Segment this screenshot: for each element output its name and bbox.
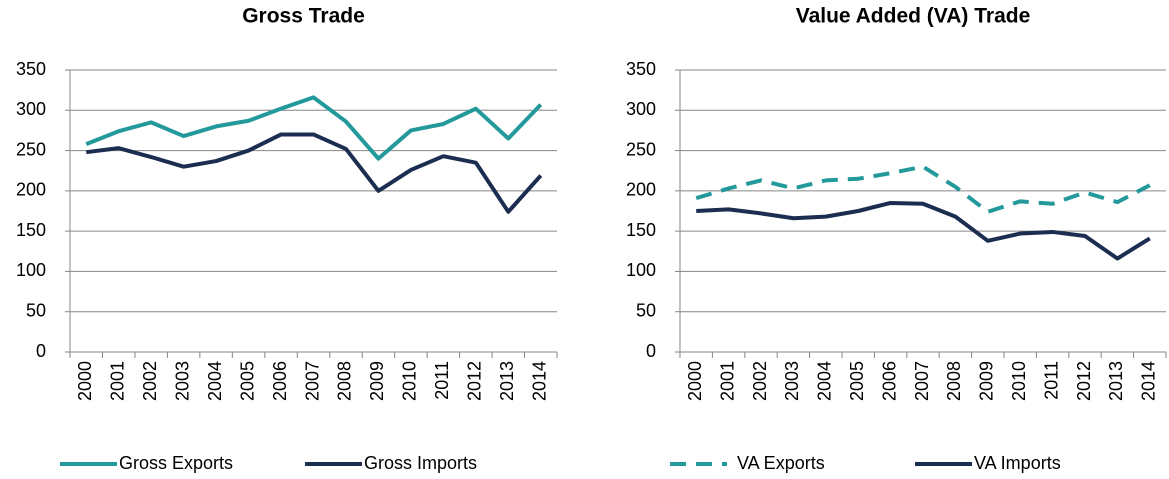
x-tick-label: 2014 — [530, 361, 550, 401]
data-line — [695, 164, 1151, 214]
x-tick-label: 2010 — [1009, 361, 1029, 401]
x-tick-label: 2002 — [750, 361, 770, 401]
x-tick-label: 2005 — [847, 361, 867, 401]
x-tick-label: 2014 — [1139, 361, 1159, 401]
x-tick-label: 2000 — [685, 361, 705, 401]
x-tick-label: 2004 — [815, 361, 835, 401]
x-tick-label: 2009 — [977, 361, 997, 401]
y-tick-label: 250 — [626, 139, 656, 159]
x-tick-label: 2013 — [1106, 361, 1126, 401]
data-line — [696, 200, 1151, 261]
x-tick-label: 2001 — [717, 361, 737, 401]
y-tick-label: 300 — [16, 99, 46, 119]
x-tick-label: 2008 — [335, 361, 355, 401]
x-tick-label: 2006 — [879, 361, 899, 401]
chart-title: Gross Trade — [242, 5, 365, 28]
x-tick-label: 2011 — [1041, 361, 1061, 400]
x-tick-label: 2013 — [497, 361, 517, 401]
y-tick-label: 150 — [16, 220, 46, 240]
x-tick-label: 2003 — [782, 361, 802, 401]
x-tick-label: 2002 — [140, 361, 160, 401]
legend-label: Gross Imports — [364, 453, 477, 473]
y-tick-label: 250 — [16, 139, 46, 159]
y-tick-label: 200 — [16, 180, 46, 200]
legend-label: VA Imports — [974, 453, 1061, 473]
y-tick-label: 200 — [626, 180, 656, 200]
y-tick-label: 100 — [626, 260, 656, 280]
y-tick-label: 50 — [26, 300, 46, 320]
y-tick-label: 300 — [626, 99, 656, 119]
y-tick-label: 0 — [36, 341, 46, 361]
y-tick-label: 50 — [636, 300, 656, 320]
chart-title: Value Added (VA) Trade — [796, 5, 1031, 28]
x-tick-label: 2000 — [75, 361, 95, 401]
x-tick-label: 2009 — [367, 361, 387, 401]
x-tick-label: 2006 — [270, 361, 290, 401]
x-tick-label: 2004 — [205, 361, 225, 401]
y-tick-label: 350 — [16, 59, 46, 79]
y-tick-label: 0 — [646, 341, 656, 361]
legend-label: VA Exports — [737, 453, 825, 473]
x-tick-label: 2001 — [107, 361, 127, 401]
x-tick-label: 2011 — [432, 361, 452, 400]
data-line — [85, 132, 543, 214]
data-line — [85, 95, 543, 161]
x-tick-label: 2012 — [1074, 361, 1094, 401]
y-tick-label: 150 — [626, 220, 656, 240]
legend-label: Gross Exports — [119, 453, 233, 473]
x-tick-label: 2005 — [237, 361, 257, 401]
x-tick-label: 2010 — [400, 361, 420, 401]
x-tick-label: 2008 — [944, 361, 964, 401]
x-tick-label: 2007 — [302, 361, 322, 401]
y-tick-label: 100 — [16, 260, 46, 280]
x-tick-label: 2012 — [465, 361, 485, 401]
y-tick-label: 350 — [626, 59, 656, 79]
x-tick-label: 2003 — [172, 361, 192, 401]
x-tick-label: 2007 — [912, 361, 932, 401]
